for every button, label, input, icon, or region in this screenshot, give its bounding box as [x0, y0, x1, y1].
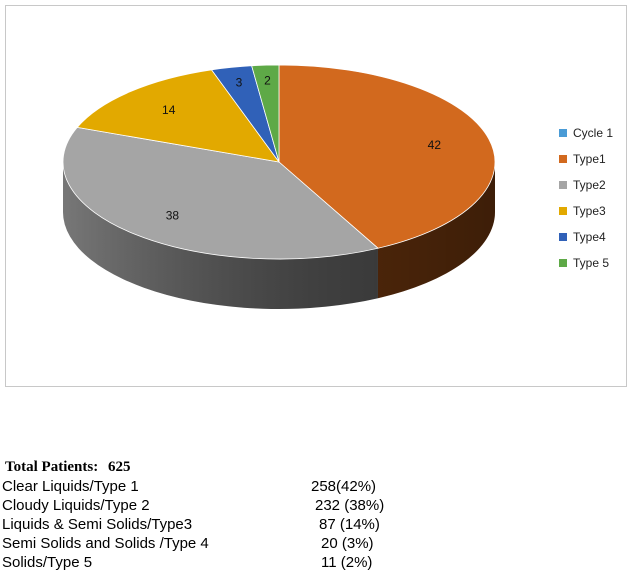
summary-row: Cloudy Liquids/Type 2 232 (38%) — [0, 496, 633, 515]
total-patients-label: Total Patients: — [5, 459, 99, 475]
legend-swatch — [559, 233, 567, 241]
summary-row-value: 87 (14%) — [319, 516, 380, 533]
summary-title: Total Patients: 625 — [5, 457, 633, 477]
pie-chart: 42 38 14 3 2 — [62, 64, 496, 309]
legend-item-type-5: Type 5 — [559, 250, 613, 276]
pie-slice-type1 — [278, 64, 496, 249]
summary-row: Liquids & Semi Solids/Type3 87 (14%) — [0, 515, 633, 534]
legend-item-type2: Type2 — [559, 172, 613, 198]
summary-row-label: Semi Solids and Solids /Type 4 — [2, 535, 209, 552]
data-label-type4: 3 — [236, 76, 243, 90]
total-patients-value: 625 — [107, 459, 131, 475]
pie-slice-type3 — [76, 69, 280, 163]
pie-side-shading — [63, 162, 495, 309]
legend-swatch — [559, 207, 567, 215]
legend-swatch — [559, 181, 567, 189]
legend-swatch — [559, 259, 567, 267]
legend-swatch — [559, 155, 567, 163]
data-label-type3: 14 — [162, 103, 176, 117]
data-label-type2: 38 — [166, 208, 180, 222]
summary-row-label: Liquids & Semi Solids/Type3 — [2, 516, 193, 533]
pie-slice-type-5 — [251, 64, 280, 163]
legend-label: Cycle 1 — [573, 126, 614, 140]
legend-swatch — [559, 129, 567, 137]
summary-row-value: 232 (38%) — [315, 497, 385, 514]
legend-label: Type 5 — [573, 256, 610, 270]
pie-slice-type2 — [62, 126, 379, 260]
summary-row-value: 20 (3%) — [321, 535, 374, 552]
summary-row-value: 11 (2%) — [321, 554, 373, 571]
summary-row-value: 258(42%) — [311, 478, 377, 495]
data-label-type-5: 2 — [264, 74, 271, 88]
legend-item-type4: Type4 — [559, 224, 613, 250]
summary-row-label: Solids/Type 5 — [2, 554, 93, 571]
legend-item-cycle-1: Cycle 1 — [559, 120, 613, 146]
patient-summary: Total Patients: 625 Clear Liquids/Type 1… — [0, 457, 633, 572]
chart-area: 42 38 14 3 2 Cycle 1 Type1 Type2 Type3 Type4 Type… — [5, 5, 627, 387]
legend-label: Type2 — [573, 178, 606, 192]
summary-row-label: Cloudy Liquids/Type 2 — [2, 497, 150, 514]
legend-label: Type4 — [573, 230, 606, 244]
legend-item-type3: Type3 — [559, 198, 613, 224]
summary-row: Clear Liquids/Type 1 258(42%) — [0, 477, 633, 496]
data-label-type1: 42 — [428, 138, 442, 152]
legend-item-type1: Type1 — [559, 146, 613, 172]
chart-legend: Cycle 1 Type1 Type2 Type3 Type4 Type 5 — [559, 120, 613, 276]
summary-row: Semi Solids and Solids /Type 4 20 (3%) — [0, 534, 633, 553]
legend-label: Type1 — [573, 152, 606, 166]
summary-rows: Clear Liquids/Type 1 258(42%) Cloudy Liqui… — [0, 477, 633, 572]
summary-row-label: Clear Liquids/Type 1 — [2, 478, 139, 495]
legend-label: Type3 — [573, 204, 606, 218]
summary-row: Solids/Type 5 11 (2%) — [0, 553, 633, 572]
